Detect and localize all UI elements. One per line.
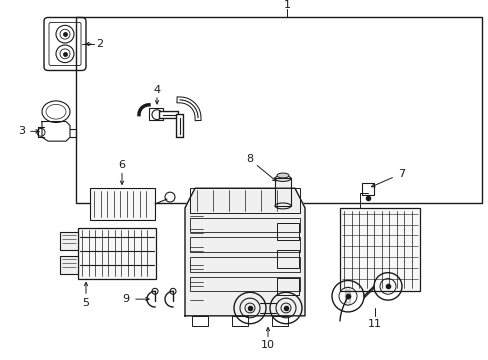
Text: 7: 7	[398, 168, 405, 179]
Text: 2: 2	[96, 39, 103, 49]
Text: 6: 6	[118, 160, 125, 170]
Text: 10: 10	[261, 340, 274, 350]
Text: 9: 9	[122, 294, 129, 304]
Bar	[190, 237, 299, 252]
Bar	[361, 183, 373, 195]
Bar	[190, 218, 299, 233]
Bar	[190, 188, 299, 213]
Bar	[60, 233, 78, 250]
Bar	[90, 188, 155, 220]
Polygon shape	[184, 188, 305, 316]
Text: 4: 4	[153, 85, 160, 95]
Bar	[276, 278, 298, 295]
Text: 3: 3	[19, 126, 25, 136]
Bar	[276, 250, 298, 268]
Bar	[190, 276, 299, 291]
Bar	[76, 17, 481, 203]
Bar	[149, 108, 163, 120]
Bar	[271, 316, 287, 326]
Bar	[192, 316, 207, 326]
Bar	[274, 179, 290, 206]
Ellipse shape	[276, 173, 288, 178]
Text: 1: 1	[283, 0, 290, 9]
Bar	[60, 256, 78, 274]
Text: 5: 5	[82, 298, 89, 308]
Text: 11: 11	[367, 319, 381, 329]
Bar	[190, 257, 299, 272]
Bar	[231, 316, 247, 326]
Text: 8: 8	[246, 154, 253, 164]
Bar	[339, 208, 419, 291]
Bar	[78, 228, 156, 279]
Bar	[276, 222, 298, 240]
